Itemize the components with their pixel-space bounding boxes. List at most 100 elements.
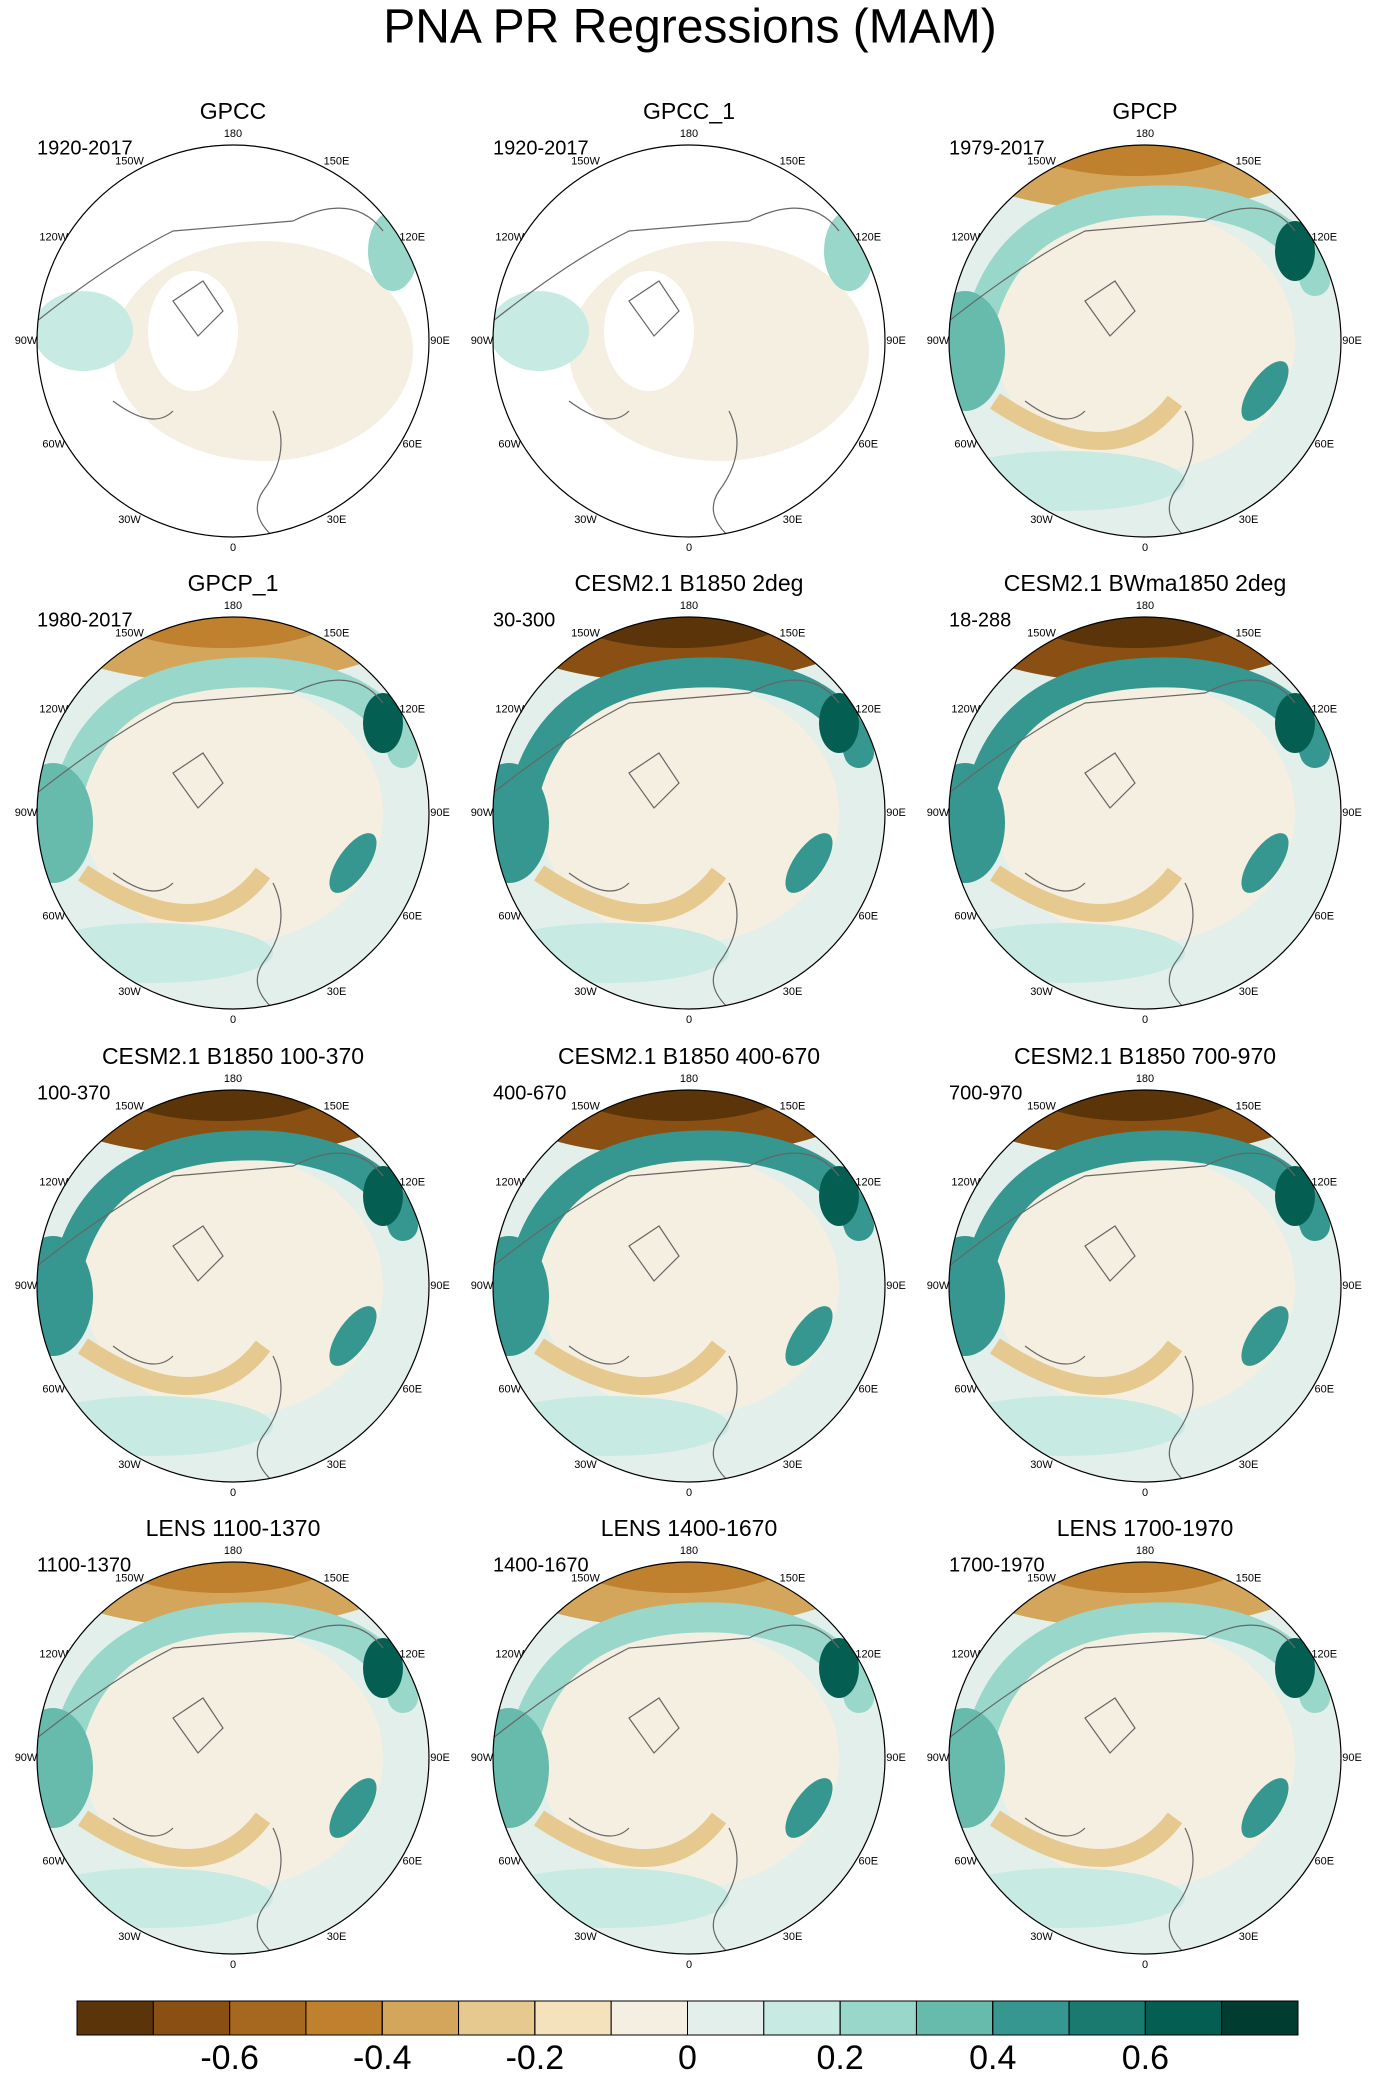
- field: [949, 1236, 1005, 1356]
- field: [83, 1628, 383, 1888]
- longitude-label: 60W: [42, 1855, 65, 1867]
- longitude-label: 60E: [402, 910, 422, 922]
- longitude-label: 180: [224, 1545, 242, 1557]
- field: [493, 1396, 729, 1456]
- longitude-label: 150E: [324, 1573, 350, 1585]
- longitude-label: 150E: [1236, 628, 1262, 640]
- colorbar-swatch: [1144, 2000, 1223, 2036]
- longitude-label: 60E: [858, 910, 878, 922]
- longitude-label: 150W: [1027, 1573, 1056, 1585]
- longitude-label: 30E: [327, 986, 347, 998]
- field: [539, 1156, 839, 1416]
- coastline: [493, 1152, 840, 1482]
- panel-period: 700-970: [949, 1082, 1022, 1104]
- longitude-label: 90W: [927, 1752, 950, 1764]
- longitude-label: 30E: [1239, 1931, 1259, 1943]
- field: [819, 1166, 859, 1226]
- field: [37, 1396, 273, 1456]
- longitude-label: 60W: [954, 1383, 977, 1395]
- longitude-label: 120W: [951, 703, 980, 715]
- longitude-label: 30E: [783, 1931, 803, 1943]
- longitude-label: 120E: [855, 703, 881, 715]
- coastline: [493, 1624, 840, 1954]
- longitude-label: 60E: [402, 438, 422, 450]
- panel-period: 1100-1370: [37, 1554, 131, 1576]
- land-field: [148, 271, 238, 391]
- field: [329, 1306, 377, 1366]
- longitude-label: 90E: [1342, 1280, 1362, 1292]
- longitude-label: 150W: [1027, 628, 1056, 640]
- field: [949, 1396, 1185, 1456]
- longitude-label: 180: [1136, 600, 1154, 612]
- coastline: [37, 1152, 384, 1482]
- colorbar-swatch: [839, 2000, 917, 2036]
- longitude-label: 0: [686, 1959, 692, 1971]
- longitude-label: 120E: [1311, 1648, 1337, 1660]
- longitude-label: 150W: [115, 1101, 144, 1113]
- longitude-label: 90E: [430, 335, 450, 347]
- longitude-label: 120E: [1311, 1176, 1337, 1188]
- longitude-label: 60W: [954, 910, 977, 922]
- longitude-label: 60E: [1314, 1855, 1334, 1867]
- longitude-label: 60E: [858, 438, 878, 450]
- panel-title: CESM2.1 BWma1850 2deg: [1004, 570, 1287, 596]
- coastline: [949, 1624, 1296, 1954]
- map-border: [492, 1089, 886, 1483]
- longitude-label: 0: [1142, 1487, 1148, 1499]
- longitude-label: 60E: [858, 1383, 878, 1395]
- longitude-label: 90W: [471, 335, 494, 347]
- longitude-label: 30E: [1239, 1459, 1259, 1471]
- longitude-label: 120E: [399, 231, 425, 243]
- longitude-label: 120E: [399, 703, 425, 715]
- panel-period: 30-300: [493, 609, 555, 631]
- longitude-label: 60W: [498, 1855, 521, 1867]
- field: [1241, 361, 1289, 421]
- longitude-label: 150W: [115, 156, 144, 168]
- field: [949, 923, 1185, 983]
- longitude-label: 90E: [886, 1280, 906, 1292]
- field: [1241, 1778, 1289, 1838]
- colorbar-swatch: [763, 2000, 841, 2036]
- longitude-label: 150E: [780, 1573, 806, 1585]
- panel-title: GPCC_1: [643, 98, 735, 124]
- longitude-label: 90E: [1342, 1752, 1362, 1764]
- longitude-label: 0: [686, 542, 692, 554]
- longitude-label: 150W: [571, 628, 600, 640]
- colorbar-swatch: [915, 2000, 994, 2036]
- longitude-label: 90E: [430, 1280, 450, 1292]
- field: [493, 1236, 549, 1356]
- panel-title: CESM2.1 B1850 700-970: [1014, 1043, 1276, 1069]
- land-field: [493, 291, 589, 371]
- map-border: [948, 144, 1342, 538]
- field: [493, 1708, 549, 1828]
- longitude-label: 30E: [783, 1459, 803, 1471]
- colorbar-tick-label: -0.6: [200, 2039, 259, 2077]
- longitude-label: 60W: [42, 910, 65, 922]
- colorbar-swatch: [76, 2000, 154, 2036]
- panel-period: 1400-1670: [493, 1554, 589, 1576]
- panel-title: CESM2.1 B1850 400-670: [558, 1043, 820, 1069]
- longitude-label: 30W: [1030, 514, 1053, 526]
- field: [995, 1628, 1295, 1888]
- coastline: [949, 207, 1296, 537]
- panel-period: 1920-2017: [493, 137, 589, 159]
- longitude-label: 60W: [498, 1383, 521, 1395]
- longitude-label: 0: [230, 542, 236, 554]
- longitude-label: 30W: [1030, 1931, 1053, 1943]
- longitude-label: 90E: [886, 807, 906, 819]
- map-border: [36, 616, 430, 1010]
- longitude-label: 120W: [39, 1648, 68, 1660]
- longitude-label: 30W: [118, 986, 141, 998]
- longitude-label: 60W: [498, 910, 521, 922]
- longitude-label: 30W: [118, 1931, 141, 1943]
- coastline: [37, 207, 384, 537]
- longitude-label: 120W: [495, 703, 524, 715]
- field: [37, 1708, 93, 1828]
- longitude-label: 30W: [118, 514, 141, 526]
- longitude-label: 150W: [1027, 1101, 1056, 1113]
- colorbar-tick-label: 0.4: [969, 2039, 1016, 2077]
- longitude-label: 120W: [951, 1176, 980, 1188]
- map-border: [948, 1561, 1342, 1955]
- field: [990, 865, 1183, 922]
